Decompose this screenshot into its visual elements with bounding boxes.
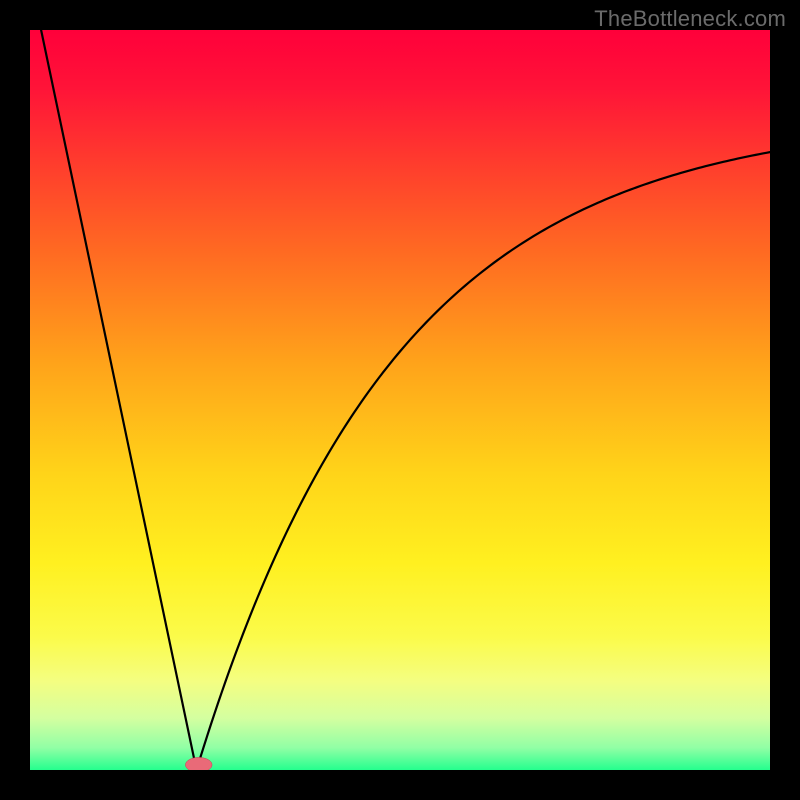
valley-marker <box>185 757 212 770</box>
watermark-label: TheBottleneck.com <box>594 6 786 32</box>
gradient-background <box>30 30 770 770</box>
chart-container: TheBottleneck.com <box>0 0 800 800</box>
plot-area <box>30 30 770 770</box>
plot-svg <box>30 30 770 770</box>
